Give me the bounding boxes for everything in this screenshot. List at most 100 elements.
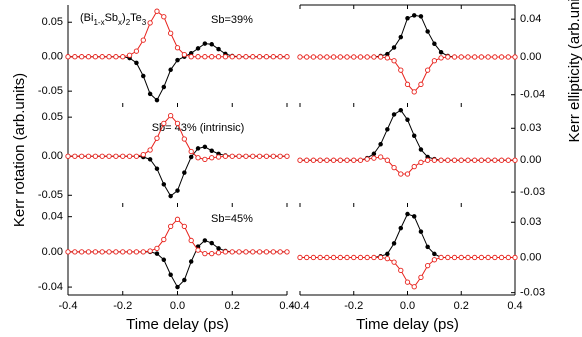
data-point: [154, 135, 160, 141]
data-point: [106, 153, 112, 159]
data-point: [85, 153, 92, 159]
data-point: [492, 54, 498, 60]
y-tick-label: -0.03: [520, 287, 545, 299]
data-point: [92, 153, 99, 159]
data-point: [195, 155, 201, 161]
data-point: [147, 248, 153, 254]
data-point: [277, 54, 283, 60]
data-point: [154, 166, 160, 171]
data-point: [133, 48, 140, 54]
x-tick-label: -0.2: [344, 300, 363, 312]
data-point: [377, 254, 384, 261]
data-point: [445, 157, 451, 163]
data-point: [209, 148, 214, 153]
data-point: [505, 157, 511, 163]
data-point: [425, 157, 431, 163]
data-point: [330, 254, 337, 261]
formula-part: 2: [126, 18, 131, 27]
y-tick-label: 0.03: [520, 216, 541, 228]
data-point: [404, 279, 411, 285]
data-point: [188, 154, 194, 160]
data-point: [181, 51, 187, 58]
data-point: [175, 284, 180, 290]
data-point: [297, 54, 303, 60]
data-point: [398, 107, 404, 113]
series-line: [300, 14, 515, 58]
data-point: [438, 157, 444, 163]
data-point: [411, 133, 417, 138]
data-point: [92, 54, 99, 60]
data-point: [304, 54, 310, 60]
data-point: [126, 52, 133, 58]
series-line: [68, 239, 287, 288]
x-tick-label: -0.4: [59, 300, 78, 312]
data-point: [161, 182, 167, 187]
data-point: [250, 153, 256, 159]
data-point: [161, 236, 167, 243]
data-point: [175, 188, 180, 193]
annotation: Sb=45%: [211, 213, 253, 225]
data-point: [445, 254, 451, 261]
data-point: [72, 54, 78, 60]
data-point: [277, 153, 283, 159]
data-point: [85, 249, 92, 255]
data-point: [385, 127, 390, 132]
data-point: [174, 216, 181, 222]
data-point: [202, 41, 208, 46]
data-point: [209, 250, 215, 257]
data-point: [175, 57, 180, 63]
data-point: [147, 157, 153, 162]
data-point: [418, 159, 424, 165]
data-point: [351, 54, 357, 60]
data-point: [465, 54, 471, 60]
y-tick-label: 0.05: [42, 111, 63, 123]
data-point: [215, 54, 222, 60]
formula-part: ): [122, 12, 126, 24]
data-point: [512, 254, 518, 261]
data-point: [181, 136, 187, 142]
data-point: [398, 67, 404, 73]
annotation: Sb= 43% (intrinsic): [152, 122, 245, 134]
data-point: [324, 254, 330, 261]
data-point: [168, 272, 173, 278]
data-point: [492, 254, 498, 261]
data-point: [181, 223, 187, 230]
data-point: [140, 37, 146, 43]
data-point: [270, 54, 276, 60]
x-tick-label: 0.2: [454, 300, 469, 312]
data-point: [202, 238, 208, 243]
data-point: [432, 251, 437, 257]
data-point: [113, 54, 119, 60]
x-axis-title: Time delay (ps): [126, 316, 229, 333]
data-point: [357, 54, 364, 60]
data-point: [236, 249, 242, 255]
data-point: [195, 247, 201, 253]
data-point: [432, 41, 437, 46]
data-point: [304, 157, 310, 163]
y-tick-label: 0.03: [520, 122, 541, 134]
data-point: [209, 240, 214, 246]
data-point: [472, 157, 478, 163]
data-point: [498, 54, 505, 60]
data-point: [485, 54, 491, 60]
y-axis-title: Kerr ellipticity (arb.units): [566, 0, 582, 142]
data-point: [371, 155, 377, 161]
data-point: [216, 246, 221, 251]
data-point: [134, 60, 139, 66]
data-point: [485, 157, 491, 163]
data-point: [168, 67, 173, 73]
data-point: [161, 120, 167, 127]
data-point: [65, 249, 71, 255]
data-point: [472, 54, 478, 60]
data-point: [478, 254, 485, 261]
data-point: [106, 54, 112, 60]
data-point: [174, 45, 181, 51]
data-point: [126, 249, 133, 255]
formula-part: Te: [130, 12, 142, 24]
data-point: [405, 15, 410, 21]
data-point: [344, 254, 350, 261]
data-point: [209, 54, 215, 60]
data-point: [113, 153, 119, 159]
